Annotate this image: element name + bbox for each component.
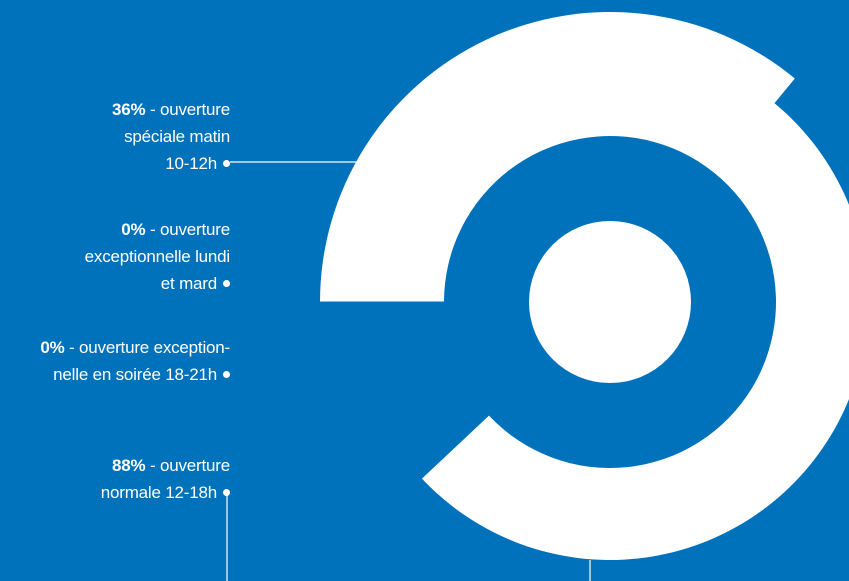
label-normal-line1: - ouverture: [145, 456, 230, 475]
radial-bar-3: [352, 44, 849, 560]
label-morning-dot: [223, 160, 230, 168]
label-montue-percent: 0%: [121, 220, 146, 239]
label-montue-line1: - ouverture: [145, 220, 230, 239]
label-morning-line2: spéciale matin: [124, 127, 230, 146]
label-montue-dot: [223, 280, 230, 288]
label-morning-line1: - ouverture: [145, 100, 230, 119]
label-exceptional-mon-tue: 0% - ouverture exceptionnelle lundi et m…: [84, 216, 231, 297]
label-evening-percent: 0%: [40, 338, 65, 357]
label-evening-opening: 0% - ouverture exception- nelle en soiré…: [40, 334, 230, 388]
label-evening-dot: [223, 371, 230, 379]
label-normal-percent: 88%: [112, 456, 146, 475]
label-evening-line1: - ouverture exception-: [64, 338, 230, 357]
label-normal-dot: [223, 489, 230, 497]
label-morning-line3: 10-12h: [165, 154, 217, 173]
label-normal-opening: 88% - ouverture normale 12-18h: [101, 452, 230, 506]
label-morning-percent: 36%: [112, 100, 146, 119]
label-normal-line2: normale 12-18h: [100, 483, 217, 502]
label-montue-line3: et mard: [160, 274, 217, 293]
label-morning-opening: 36% - ouverture spéciale matin 10-12h: [112, 96, 230, 177]
label-montue-line2: exceptionnelle lundi: [84, 247, 231, 266]
center-disc: [529, 221, 691, 383]
label-evening-line2: nelle en soirée 18-21h: [53, 365, 217, 384]
